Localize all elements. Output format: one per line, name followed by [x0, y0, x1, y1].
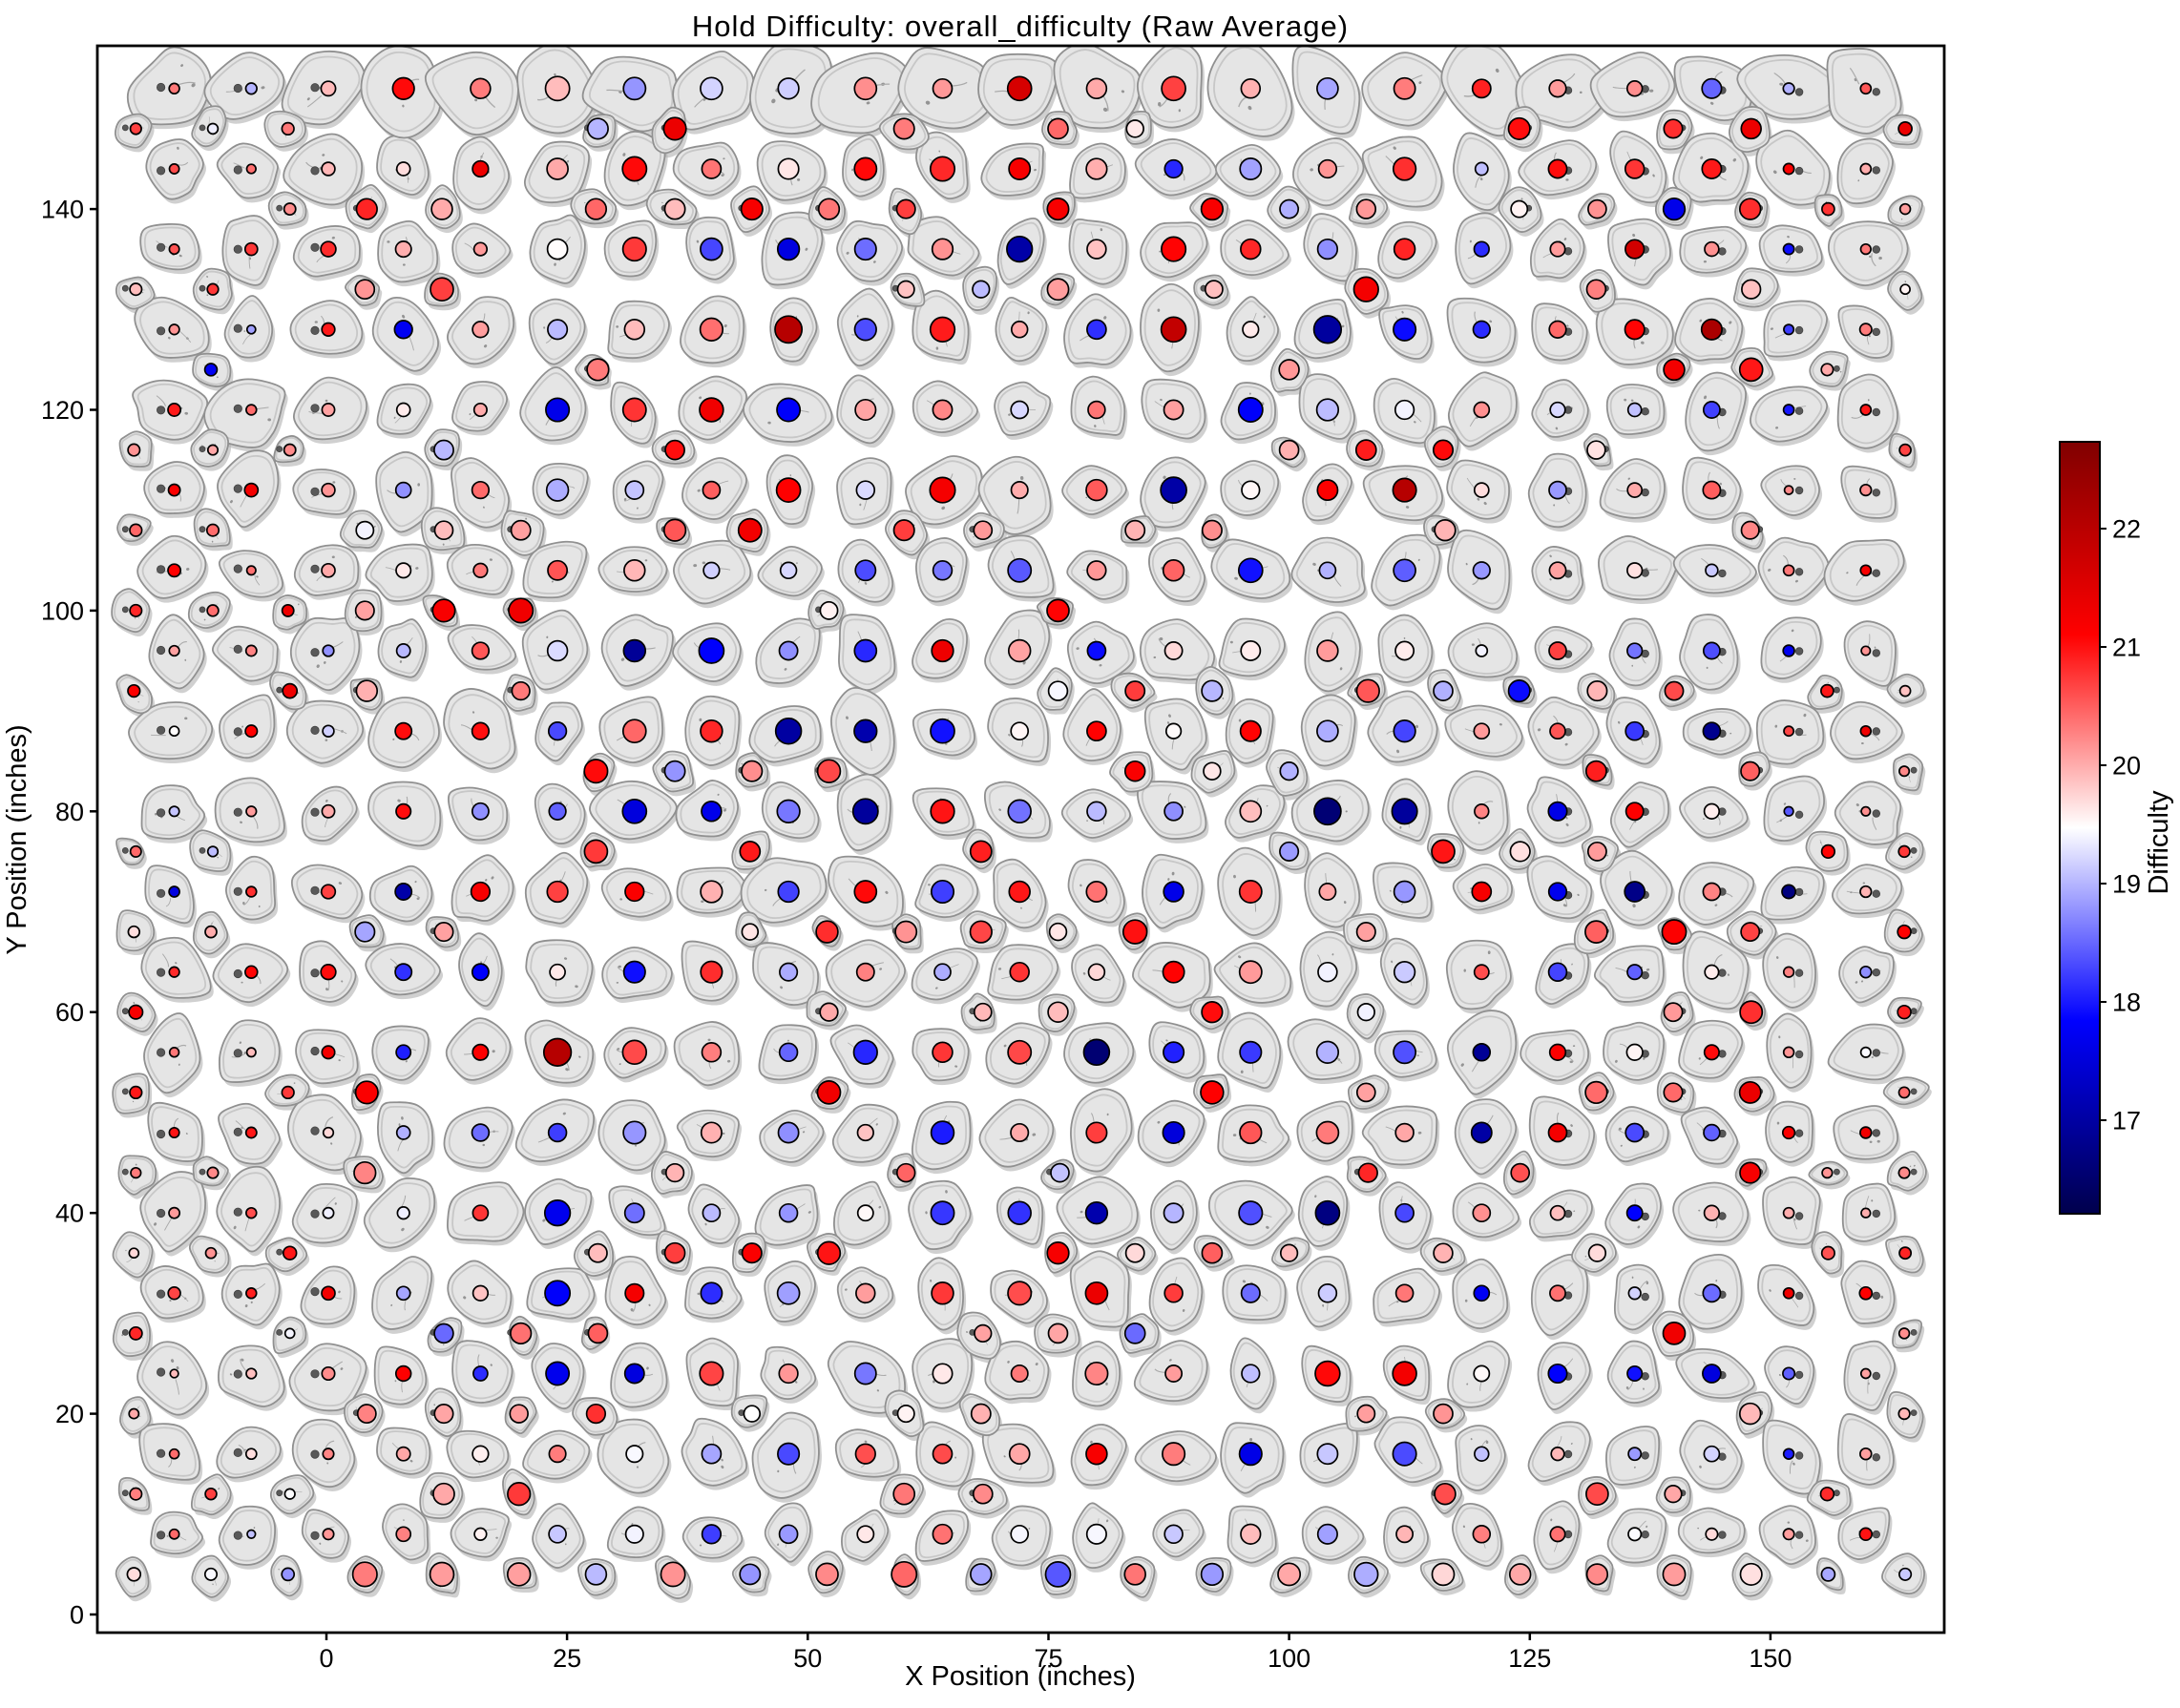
svg-text:17: 17 [2112, 1107, 2141, 1135]
svg-text:80: 80 [55, 798, 84, 826]
svg-text:50: 50 [793, 1644, 822, 1673]
svg-text:60: 60 [55, 998, 84, 1027]
svg-text:25: 25 [553, 1644, 581, 1673]
svg-text:18: 18 [2112, 989, 2141, 1017]
svg-text:140: 140 [41, 196, 84, 224]
svg-text:100: 100 [41, 596, 84, 625]
svg-text:75: 75 [1034, 1644, 1062, 1673]
svg-text:Hold Difficulty: overall_diffi: Hold Difficulty: overall_difficulty (Raw… [692, 10, 1349, 43]
svg-text:0: 0 [319, 1644, 333, 1673]
svg-text:22: 22 [2112, 515, 2141, 544]
svg-text:21: 21 [2112, 634, 2141, 662]
svg-text:20: 20 [55, 1400, 84, 1428]
svg-text:Y Position (inches): Y Position (inches) [2, 724, 32, 954]
svg-text:20: 20 [2112, 752, 2141, 781]
svg-text:120: 120 [41, 396, 84, 425]
svg-text:Difficulty: Difficulty [2144, 790, 2174, 895]
svg-text:X Position (inches): X Position (inches) [905, 1661, 1136, 1692]
svg-text:40: 40 [55, 1199, 84, 1228]
svg-text:150: 150 [1749, 1644, 1792, 1673]
svg-text:100: 100 [1268, 1644, 1310, 1673]
svg-text:19: 19 [2112, 870, 2141, 899]
svg-text:125: 125 [1508, 1644, 1551, 1673]
svg-text:0: 0 [70, 1601, 84, 1630]
